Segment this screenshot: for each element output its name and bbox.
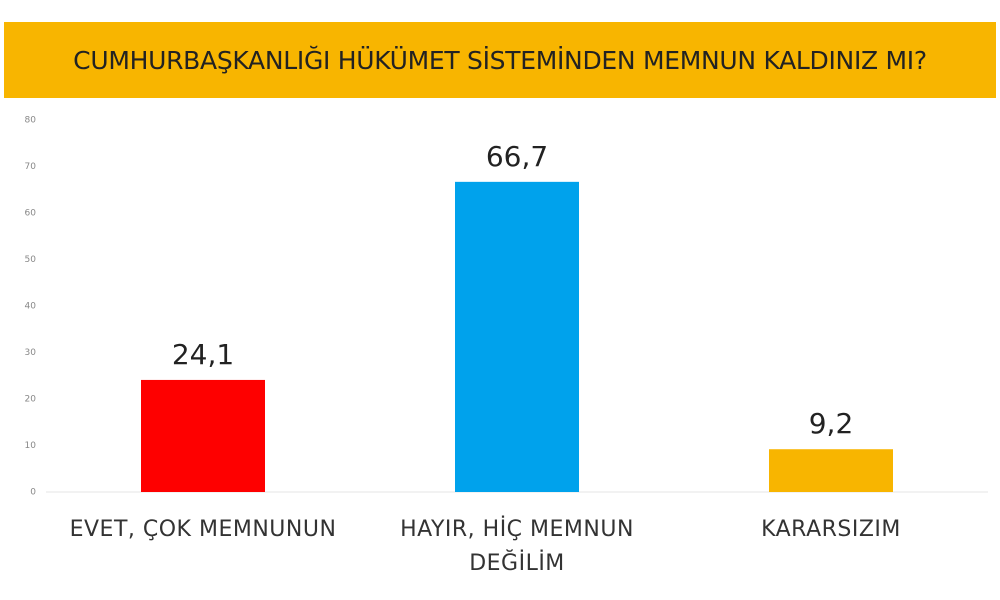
x-tick-label: KARARSIZIM bbox=[761, 517, 901, 542]
chart-title: CUMHURBAŞKANLIĞI HÜKÜMET SİSTEMİNDEN MEM… bbox=[4, 22, 996, 98]
y-tick-label: 70 bbox=[25, 162, 37, 172]
bar bbox=[455, 181, 579, 492]
y-tick-label: 30 bbox=[25, 348, 37, 358]
bar bbox=[769, 449, 893, 492]
bar bbox=[141, 379, 265, 492]
value-label: 66,7 bbox=[486, 140, 548, 173]
y-tick-label: 60 bbox=[25, 209, 37, 219]
y-tick-label: 50 bbox=[25, 255, 37, 265]
value-label: 24,1 bbox=[172, 338, 234, 371]
value-label: 9,2 bbox=[809, 407, 854, 440]
y-tick-label: 40 bbox=[25, 302, 37, 312]
y-tick-label: 80 bbox=[25, 116, 37, 126]
y-tick-label: 0 bbox=[30, 488, 36, 498]
x-tick-label: HAYIR, HİÇ MEMNUN DEĞİLİM bbox=[400, 517, 634, 576]
x-tick-label: EVET, ÇOK MEMNUNUN bbox=[69, 517, 337, 542]
y-tick-label: 10 bbox=[25, 441, 37, 451]
y-tick-label: 20 bbox=[25, 395, 37, 405]
